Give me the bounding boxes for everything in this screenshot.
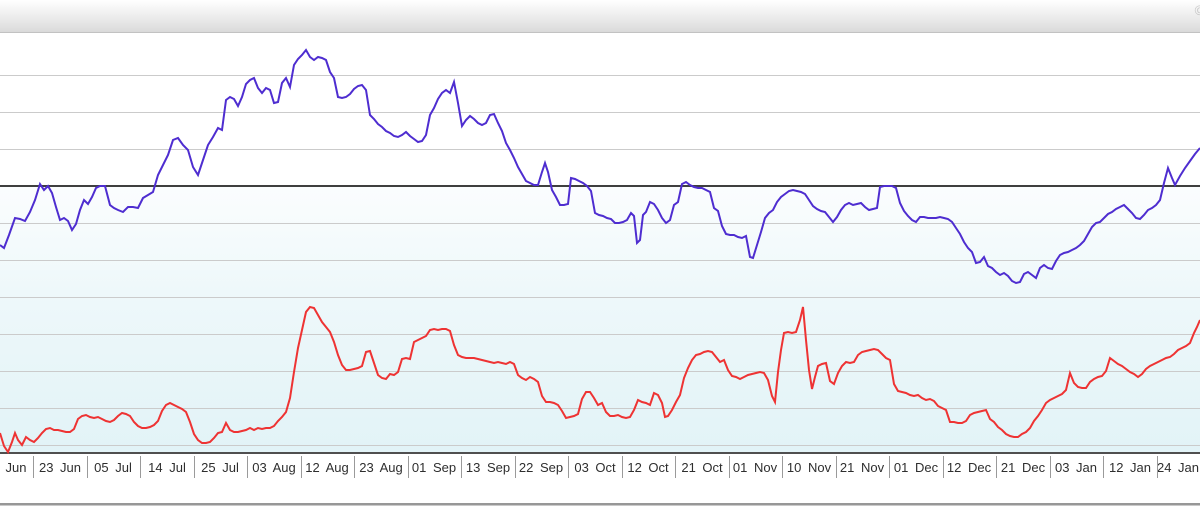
x-tick-label: 23 Aug [359, 460, 403, 475]
below-baseline-fill [0, 186, 1200, 453]
x-tick-label: 12 Dec [946, 460, 992, 475]
x-tick-divider [728, 456, 730, 478]
bottom-divider [0, 503, 1200, 506]
x-tick-label: 13 Sep [465, 460, 511, 475]
chart-plot-svg[interactable] [0, 33, 1200, 454]
x-tick-divider [1156, 456, 1158, 478]
x-tick-divider [675, 456, 676, 478]
x-axis: Jun 23 Jun 05 Jul 14 Jul 25 Jul 03 Aug 12 Aug 2… [0, 454, 1200, 483]
time-series-chart: Jun 23 Jun 05 Jul 14 Jul 25 Jul 03 Aug 12 Aug 2… [0, 33, 1200, 483]
x-tick-divider [1049, 456, 1051, 478]
x-tick-label: 21 Nov [839, 460, 885, 475]
x-tick-divider [33, 456, 34, 478]
x-tick-divider [889, 456, 890, 478]
x-tick-divider [140, 456, 141, 478]
x-tick-divider [300, 456, 302, 478]
x-tick-label: 22 Sep [518, 460, 564, 475]
page-header-bar [0, 0, 1200, 33]
x-tick-divider [996, 456, 997, 478]
x-tick-divider [247, 456, 248, 478]
x-tick-label: 03 Oct [574, 460, 616, 475]
x-tick-label: 01 Nov [732, 460, 778, 475]
x-tick-label: 10 Nov [786, 460, 832, 475]
x-tick-label: 12 Oct [627, 460, 669, 475]
x-tick-label: 25 Jul [201, 460, 239, 475]
x-tick-label: 03 Aug [252, 460, 296, 475]
gridlines-group [0, 75, 1200, 446]
x-tick-divider [461, 456, 462, 478]
x-tick-divider [354, 456, 355, 478]
x-tick-label: 12 Aug [305, 460, 349, 475]
copyright-mark: © [1194, 2, 1200, 18]
upper-series-blue-line [0, 48, 1200, 285]
x-tick-label: 14 Jul [148, 460, 186, 475]
x-tick-label: 24 Jan [1156, 460, 1200, 475]
x-tick-label: 03 Jan [1054, 460, 1098, 475]
x-tick-label: 01 Dec [893, 460, 939, 475]
x-tick-divider [193, 456, 195, 478]
x-tick-label: Jun [5, 460, 27, 475]
x-tick-label: 23 Jun [38, 460, 82, 475]
x-tick-divider [835, 456, 837, 478]
x-tick-divider [1103, 456, 1104, 478]
x-tick-label: 12 Jan [1108, 460, 1152, 475]
x-tick-divider [942, 456, 944, 478]
x-tick-label: 21 Dec [1000, 460, 1046, 475]
x-tick-divider [568, 456, 569, 478]
x-tick-divider [407, 456, 409, 478]
x-tick-divider [621, 456, 623, 478]
x-tick-label: 05 Jul [94, 460, 132, 475]
lower-series-red-line [0, 305, 1200, 454]
x-tick-divider [782, 456, 783, 478]
x-tick-divider [514, 456, 516, 478]
x-tick-label: 01 Sep [411, 460, 457, 475]
x-tick-divider [86, 456, 88, 478]
x-tick-label: 21 Oct [681, 460, 723, 475]
